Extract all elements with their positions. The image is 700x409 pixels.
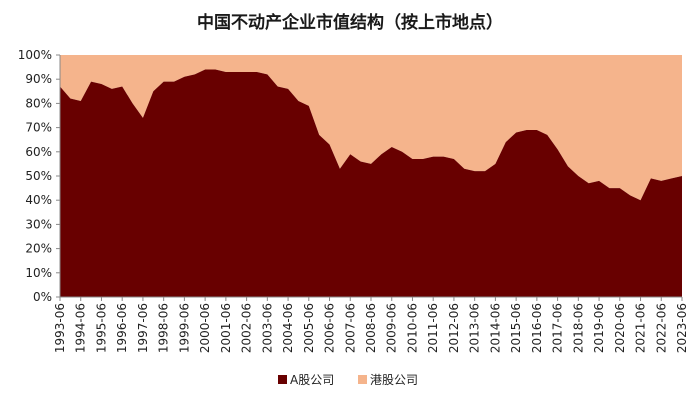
legend-item-a-label: A股公司 [290,373,334,387]
legend-item-a-swatch [278,375,287,384]
x-tick-label: 2012-06 [447,303,461,353]
chart-title: 中国不动产企业市值结构（按上市地点） [197,13,503,33]
x-tick-label: 2014-06 [488,303,502,353]
x-tick-label: 1998-06 [157,303,171,353]
x-tick-label: 2001-06 [219,303,233,353]
y-tick-label: 70% [25,121,52,135]
y-tick-label: 20% [25,242,52,256]
series-area-a [60,69,682,298]
y-tick-label: 30% [25,217,52,231]
x-tick-label: 1996-06 [115,303,129,353]
x-tick-label: 2008-06 [364,303,378,353]
y-tick-label: 100% [18,48,52,62]
y-tick-label: 10% [25,266,52,280]
x-tick-label: 2016-06 [530,303,544,353]
y-tick-label: 40% [25,193,52,207]
series-area-hk [60,55,682,201]
y-tick-label: 90% [25,72,52,86]
y-tick-label: 60% [25,145,52,159]
x-tick-label: 1994-06 [74,303,88,353]
x-tick-label: 2018-06 [571,303,585,353]
x-tick-label: 1995-06 [94,303,108,353]
y-tick-label: 80% [25,96,52,110]
y-tick-label: 50% [25,169,52,183]
x-tick-label: 2003-06 [260,303,274,353]
x-tick-label: 1993-06 [53,303,67,353]
x-tick-label: 2000-06 [198,303,212,353]
x-tick-label: 1999-06 [177,303,191,353]
x-tick-label: 1997-06 [136,303,150,353]
x-tick-label: 2007-06 [343,303,357,353]
y-tick-label: 0% [33,290,52,304]
x-tick-label: 2022-06 [654,303,668,353]
legend-item-hk-label: 港股公司 [370,373,418,387]
x-tick-label: 2011-06 [426,303,440,353]
x-tick-label: 2019-06 [592,303,606,353]
x-tick-label: 2021-06 [634,303,648,353]
x-tick-label: 2023-06 [675,303,689,353]
x-tick-label: 2009-06 [385,303,399,353]
legend-item-hk-swatch [358,375,367,384]
x-tick-label: 2004-06 [281,303,295,353]
x-tick-label: 2015-06 [509,303,523,353]
x-tick-label: 2010-06 [405,303,419,353]
x-tick-label: 2020-06 [613,303,627,353]
x-tick-label: 2013-06 [468,303,482,353]
x-tick-label: 2005-06 [302,303,316,353]
x-tick-label: 2002-06 [240,303,254,353]
x-tick-label: 2017-06 [551,303,565,353]
x-tick-label: 2006-06 [323,303,337,353]
